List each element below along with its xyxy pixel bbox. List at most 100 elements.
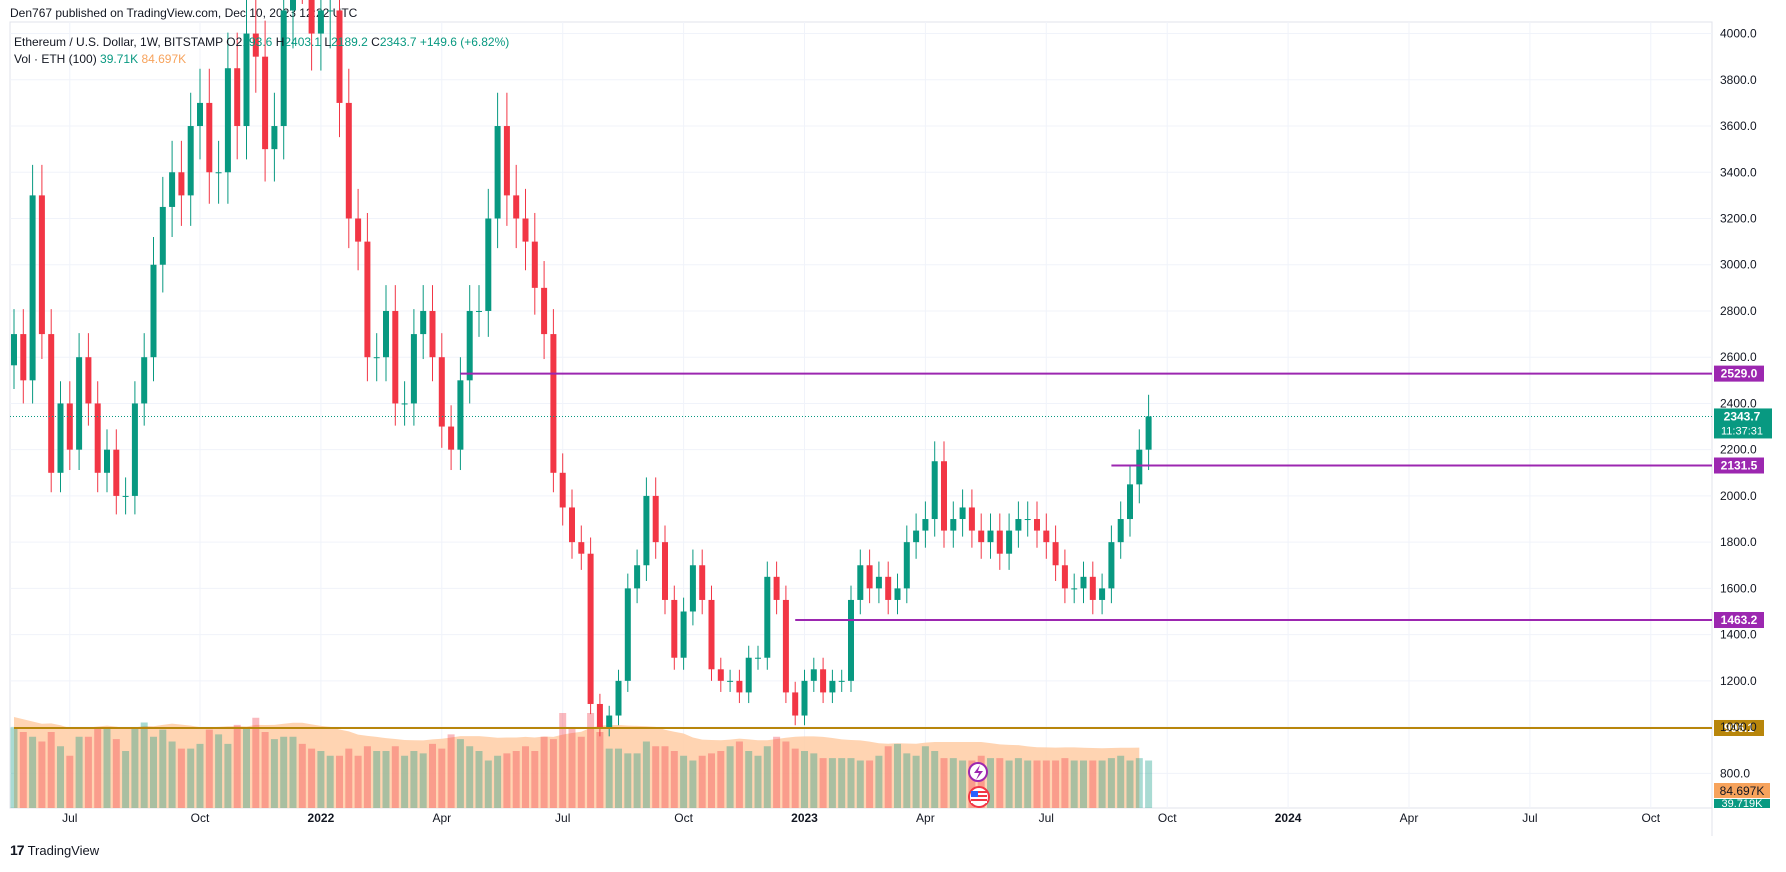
volume-bar bbox=[977, 755, 985, 808]
candle-body bbox=[634, 565, 641, 589]
candle-body bbox=[1052, 542, 1059, 566]
volume-bar bbox=[931, 751, 939, 808]
candle-body bbox=[317, 10, 324, 34]
volume-bar bbox=[512, 751, 520, 808]
candle-body bbox=[206, 102, 213, 173]
volume-bar bbox=[996, 758, 1004, 808]
candle-body bbox=[85, 357, 92, 404]
candle-body bbox=[569, 507, 575, 543]
volume-bar bbox=[1024, 760, 1032, 808]
candle-body bbox=[513, 195, 520, 219]
volume-bar bbox=[401, 755, 409, 808]
candle-body bbox=[262, 56, 269, 150]
volume-bar bbox=[577, 736, 585, 808]
volume-bar bbox=[57, 746, 64, 808]
volume-bar bbox=[949, 758, 957, 808]
volume-bar bbox=[1042, 760, 1050, 808]
candle-body bbox=[736, 680, 743, 693]
level-layer: 2529.0 2131.5 1463.2 996.1 2343.7 11:37:31 84.… bbox=[10, 365, 1772, 810]
candle-body bbox=[122, 495, 129, 497]
volume-bar bbox=[150, 736, 157, 808]
tradingview-logo[interactable]: 17 TradingView bbox=[10, 842, 99, 858]
volume-bar bbox=[103, 727, 111, 808]
candle-body bbox=[522, 218, 529, 242]
volume-bar bbox=[66, 755, 74, 808]
lightning-icon[interactable] bbox=[968, 762, 988, 782]
candle-body bbox=[485, 218, 492, 311]
volume-bar bbox=[680, 755, 688, 808]
volume-last-box bbox=[1714, 799, 1770, 808]
candle-body bbox=[838, 680, 845, 682]
volume-bar bbox=[252, 717, 260, 808]
y-tick-label: 2600.0 bbox=[1720, 350, 1757, 364]
volume-bar bbox=[670, 751, 678, 808]
volume-bar bbox=[205, 729, 213, 808]
x-tick-label: Oct bbox=[1158, 811, 1177, 825]
legend-close-label: C bbox=[371, 35, 380, 49]
level-label-box bbox=[1714, 365, 1764, 382]
candle-body bbox=[792, 692, 799, 716]
candle-body bbox=[810, 669, 817, 681]
candle-body bbox=[1099, 588, 1106, 600]
volume-bar bbox=[494, 755, 502, 808]
volume-bar bbox=[856, 760, 864, 808]
candle-body bbox=[20, 334, 27, 381]
level-label-box bbox=[1714, 457, 1764, 474]
legend-vol-label[interactable]: Vol · ETH (100) bbox=[14, 52, 97, 66]
volume-bar bbox=[47, 732, 55, 808]
last-price-box bbox=[1714, 408, 1772, 439]
candle-body bbox=[476, 310, 482, 312]
x-tick-label: Oct bbox=[191, 811, 210, 825]
volume-bar bbox=[280, 736, 288, 808]
volume-bar bbox=[215, 734, 223, 808]
volume-bar bbox=[75, 736, 83, 808]
volume-bar bbox=[773, 736, 781, 808]
volume-ma-label: 84.697K bbox=[1720, 784, 1765, 798]
volume-bar bbox=[624, 753, 632, 808]
volume-bar bbox=[782, 741, 790, 808]
legend-vol-ma-value: 84.697K bbox=[141, 52, 187, 66]
event-icons[interactable] bbox=[968, 762, 990, 808]
y-tick-label: 1000.0 bbox=[1720, 720, 1757, 734]
volume-bar bbox=[717, 751, 725, 808]
volume-bar bbox=[140, 722, 148, 808]
volume-bar bbox=[735, 741, 743, 808]
volume-bar bbox=[587, 713, 595, 808]
candle-body bbox=[150, 264, 157, 358]
volume-bar bbox=[29, 736, 37, 808]
volume-bar bbox=[233, 724, 241, 808]
candle-body bbox=[922, 519, 929, 531]
candle-body bbox=[587, 553, 594, 704]
volume-bar bbox=[1135, 758, 1143, 808]
volume-ma-box bbox=[1714, 783, 1770, 798]
candle-body bbox=[699, 565, 706, 600]
legend-vol-value: 39.71K bbox=[100, 52, 139, 66]
us-flag-icon[interactable] bbox=[968, 786, 990, 808]
volume-bar bbox=[968, 760, 976, 808]
volume-bar bbox=[763, 746, 771, 808]
volume-bar bbox=[642, 741, 650, 808]
legend-symbol[interactable]: Ethereum / U.S. Dollar, 1W, BITSTAMP bbox=[14, 35, 223, 49]
candle-body bbox=[559, 472, 566, 508]
candle-body bbox=[615, 680, 622, 716]
candle-body bbox=[438, 357, 445, 427]
volume-bar bbox=[522, 746, 529, 808]
candle-body bbox=[541, 287, 548, 335]
volume-last-label: 39.719K bbox=[1722, 798, 1764, 810]
volume-bar bbox=[261, 732, 269, 808]
candle-body bbox=[383, 310, 389, 358]
volume-bar bbox=[243, 727, 250, 808]
y-tick-label: 1800.0 bbox=[1720, 535, 1757, 549]
volume-bar bbox=[168, 741, 176, 808]
tradingview-brand: TradingView bbox=[27, 842, 100, 858]
candle-body bbox=[197, 102, 203, 127]
volume-layer bbox=[10, 713, 1153, 808]
candle-body bbox=[978, 530, 985, 543]
volume-bar bbox=[336, 755, 343, 808]
candle-body bbox=[94, 403, 101, 473]
candle-body bbox=[57, 403, 64, 473]
volume-bar bbox=[1098, 760, 1106, 808]
volume-bar bbox=[866, 760, 874, 808]
candle-body bbox=[1071, 588, 1078, 590]
